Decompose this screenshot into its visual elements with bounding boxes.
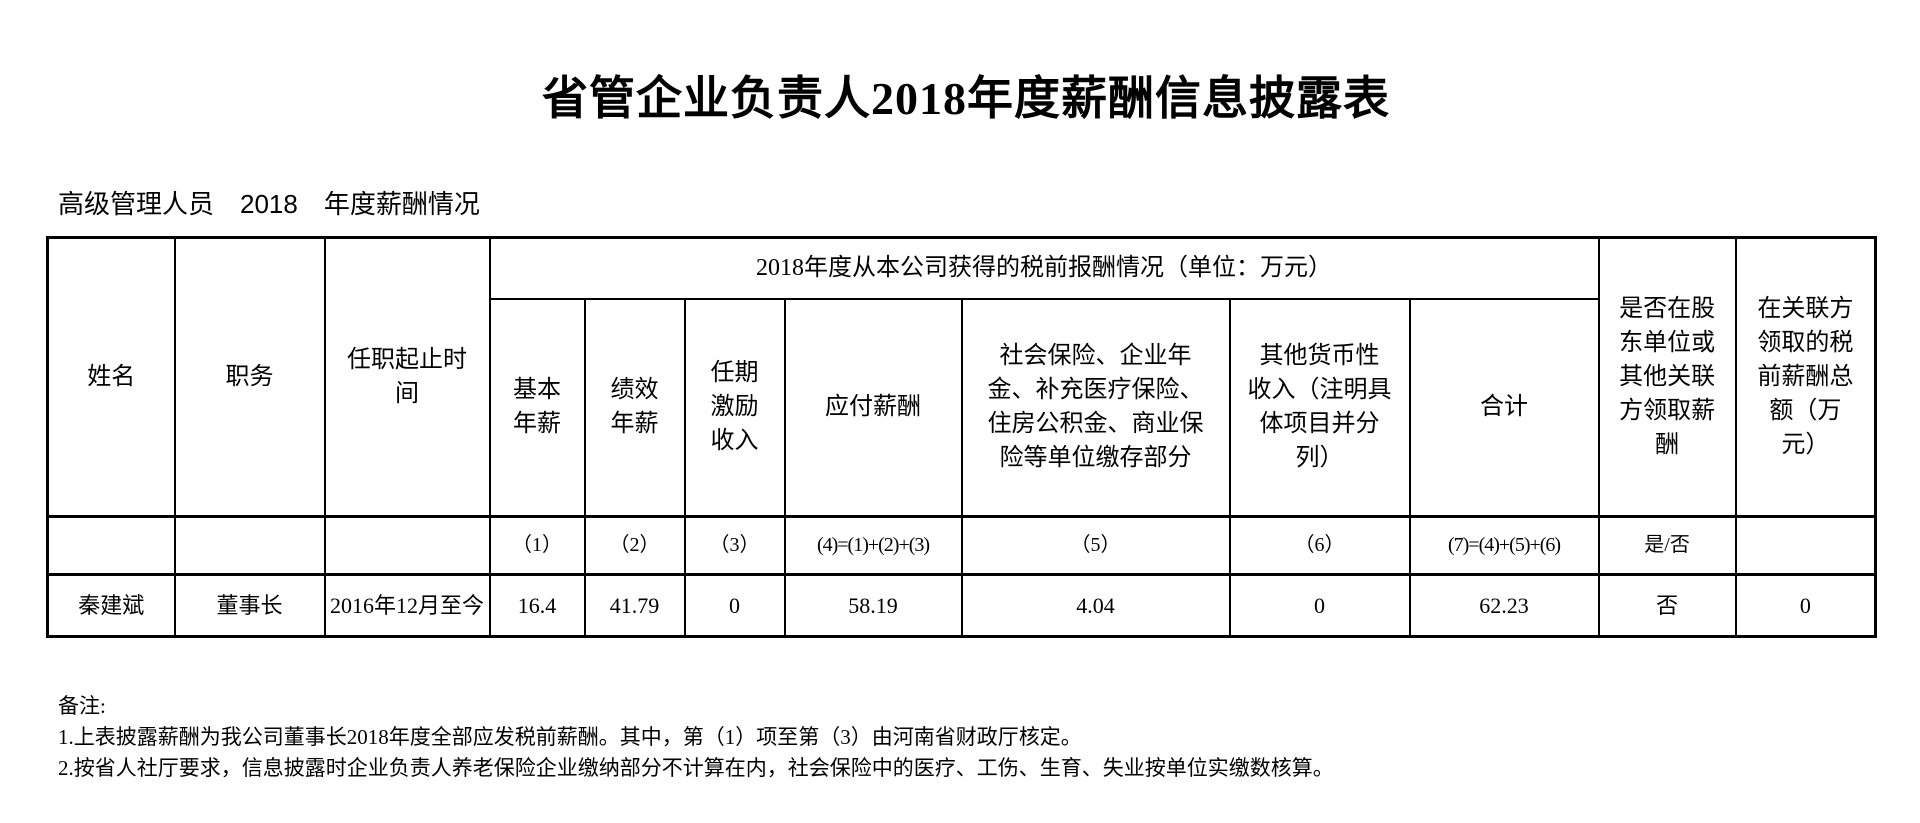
- col-group-header-pretax-pay: 2018年度从本公司获得的税前报酬情况（单位：万元）: [488, 236, 1600, 300]
- table-group-header-row: 姓名 职务 任职起止时 间 2018年度从本公司获得的税前报酬情况（单位：万元）…: [46, 236, 1877, 518]
- col-header-shareholder-pay: 是否在股 东单位或 其他关联 方领取薪 酬: [1597, 236, 1737, 518]
- col-header-payable-salary: 应付薪酬: [783, 297, 963, 518]
- col-header-term: 任职起止时 间: [323, 236, 491, 518]
- notes-section: 备注: 1.上表披露薪酬为我公司董事长2018年度全部应发税前薪酬。其中，第（1…: [58, 692, 1334, 784]
- formula-cell-empty: [323, 515, 491, 576]
- formula-cell-empty: [173, 515, 326, 576]
- formula-cell-2: （2）: [583, 515, 686, 576]
- section-subtitle: 高级管理人员 2018 年度薪酬情况: [58, 189, 480, 219]
- col-header-social-insurance: 社会保险、企业年 金、补充医疗保险、 住房公积金、商业保 险等单位缴存部分: [960, 297, 1231, 518]
- cell-position: 董事长: [173, 573, 326, 638]
- table-subheader-row: 基本 年薪 绩效 年薪 任期 激励 收入 应付薪酬 社会保险、企业年 金、补充医…: [48, 297, 1876, 518]
- col-header-base-salary: 基本 年薪: [488, 297, 586, 518]
- formula-cell-empty: [46, 515, 176, 576]
- cell-total: 62.23: [1408, 573, 1600, 638]
- col-header-tenure-incentive: 任期 激励 收入: [683, 297, 786, 518]
- formula-cell-empty: [1734, 515, 1877, 576]
- col-header-name: 姓名: [46, 236, 176, 518]
- col-header-total: 合计: [1408, 297, 1600, 518]
- cell-base-salary: 16.4: [488, 573, 586, 638]
- cell-tenure-incentive: 0: [683, 573, 786, 638]
- formula-cell-6: （6）: [1228, 515, 1411, 576]
- cell-term: 2016年12月至今: [323, 573, 491, 638]
- cell-name: 秦建斌: [46, 573, 176, 638]
- notes-label: 备注:: [58, 694, 106, 718]
- cell-performance-salary: 41.79: [583, 573, 686, 638]
- salary-table: 姓名 职务 任职起止时 间 2018年度从本公司获得的税前报酬情况（单位：万元）…: [46, 236, 1878, 638]
- formula-cell-4: (4)=(1)+(2)+(3): [783, 515, 963, 576]
- cell-related-party-total: 0: [1734, 573, 1877, 638]
- formula-cell-5: （5）: [960, 515, 1231, 576]
- formula-cell-yes-no: 是/否: [1597, 515, 1737, 576]
- note-line-1: 1.上表披露薪酬为我公司董事长2018年度全部应发税前薪酬。其中，第（1）项至第…: [58, 724, 1082, 749]
- col-header-other-income: 其他货币性 收入（注明具 体项目并分 列）: [1228, 297, 1411, 518]
- formula-cell-7: (7)=(4)+(5)+(6): [1408, 515, 1600, 576]
- formula-cell-3: （3）: [683, 515, 786, 576]
- page-title: 省管企业负责人2018年度薪酬信息披露表: [542, 73, 1390, 124]
- formula-cell-1: （1）: [488, 515, 586, 576]
- cell-payable-salary: 58.19: [783, 573, 963, 638]
- col-header-position: 职务: [173, 236, 326, 518]
- cell-other-income: 0: [1228, 573, 1411, 638]
- cell-social-insurance: 4.04: [960, 573, 1231, 638]
- table-formula-row: （1） （2） （3） (4)=(1)+(2)+(3) （5） （6） (7)=…: [46, 515, 1877, 576]
- col-header-performance-salary: 绩效 年薪: [583, 297, 686, 518]
- table-data-row: 秦建斌 董事长 2016年12月至今 16.4 41.79 0 58.19 4.…: [46, 573, 1877, 638]
- cell-shareholder-pay: 否: [1597, 573, 1737, 638]
- note-line-2: 2.按省人社厅要求，信息披露时企业负责人养老保险企业缴纳部分不计算在内，社会保险…: [58, 755, 1334, 780]
- col-header-related-party-total: 在关联方 领取的税 前薪酬总 额（万 元）: [1734, 236, 1877, 518]
